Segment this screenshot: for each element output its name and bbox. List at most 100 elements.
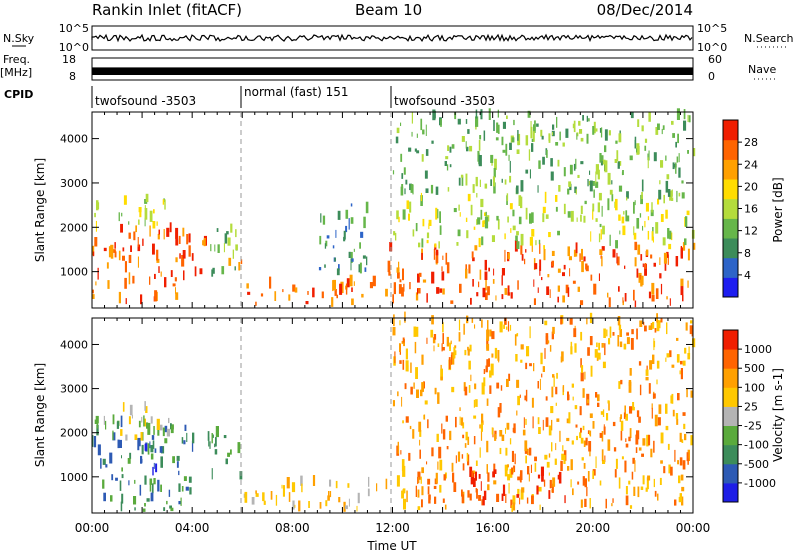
power-cell bbox=[634, 300, 637, 308]
power-cell bbox=[460, 174, 464, 178]
power-cell bbox=[556, 116, 558, 128]
velocity-cell bbox=[688, 346, 690, 356]
velocity-cell bbox=[587, 430, 590, 434]
velocity-cell bbox=[594, 349, 598, 358]
power-cell bbox=[350, 251, 353, 263]
velocity-cell bbox=[687, 458, 689, 465]
power-cell bbox=[622, 225, 626, 236]
velocity-cell bbox=[150, 445, 154, 453]
power-cell bbox=[397, 272, 400, 279]
velocity-cell bbox=[433, 334, 437, 340]
velocity-cell bbox=[685, 322, 688, 331]
velocity-cell bbox=[557, 474, 559, 480]
power-cell bbox=[634, 200, 636, 206]
power-cell bbox=[369, 282, 373, 289]
time-axis-label: Time UT bbox=[366, 539, 417, 553]
velocity-cell bbox=[251, 497, 255, 505]
velocity-cell bbox=[602, 361, 606, 369]
nsky-tick-top: 10^5 bbox=[59, 22, 89, 35]
velocity-cell bbox=[546, 461, 550, 468]
power-cell bbox=[567, 246, 570, 257]
velocity-cell bbox=[142, 432, 144, 441]
velocity-colorbar-tick-label: 100 bbox=[744, 381, 765, 394]
velocity-cell bbox=[553, 376, 555, 387]
velocity-cell bbox=[640, 486, 644, 490]
velocity-cell bbox=[453, 347, 456, 359]
velocity-cell bbox=[520, 470, 523, 480]
power-cell bbox=[615, 198, 618, 211]
velocity-cell bbox=[186, 432, 188, 442]
velocity-cell bbox=[176, 455, 180, 461]
power-cell bbox=[348, 218, 350, 230]
nsky-label: N.Sky bbox=[3, 32, 35, 45]
velocity-cell bbox=[668, 464, 671, 474]
power-cell bbox=[651, 202, 653, 213]
velocity-cell bbox=[528, 447, 532, 456]
power-cell bbox=[533, 279, 535, 287]
power-cell bbox=[152, 243, 155, 255]
power-cell bbox=[158, 266, 160, 273]
velocity-cell bbox=[180, 497, 182, 506]
power-cell bbox=[400, 186, 404, 196]
velocity-cell bbox=[670, 395, 673, 404]
velocity-cell bbox=[536, 485, 539, 495]
power-cell bbox=[640, 275, 644, 286]
velocity-cell bbox=[549, 345, 552, 352]
power-cell bbox=[144, 205, 146, 209]
power-cell bbox=[595, 218, 598, 222]
velocity-cell bbox=[462, 463, 465, 471]
power-cell bbox=[120, 223, 123, 233]
nave-tick-bottom: 0 bbox=[708, 70, 715, 83]
power-cell bbox=[593, 189, 595, 198]
power-cell bbox=[663, 194, 665, 204]
velocity-cell bbox=[509, 468, 513, 478]
power-cell bbox=[565, 128, 569, 138]
velocity-cell bbox=[237, 442, 241, 454]
velocity-cell bbox=[561, 453, 564, 460]
power-cell bbox=[124, 261, 127, 273]
velocity-cell bbox=[230, 449, 232, 455]
velocity-cell bbox=[522, 429, 526, 436]
power-cell bbox=[580, 161, 584, 165]
power-cell bbox=[409, 201, 412, 213]
velocity-cell bbox=[658, 404, 662, 414]
velocity-cell bbox=[491, 427, 494, 435]
power-cell bbox=[140, 294, 143, 305]
power-cell bbox=[492, 176, 495, 187]
power-cell bbox=[411, 131, 413, 137]
power-cell bbox=[457, 118, 461, 125]
velocity-ytick-label: 1000 bbox=[60, 471, 88, 484]
power-cell bbox=[647, 157, 649, 169]
velocity-cell bbox=[144, 475, 147, 485]
velocity-cell bbox=[499, 321, 503, 333]
power-cell bbox=[602, 225, 605, 235]
velocity-cell bbox=[170, 507, 174, 512]
velocity-cell bbox=[312, 475, 316, 486]
velocity-cell bbox=[467, 490, 470, 498]
power-cell bbox=[122, 247, 125, 252]
power-cell bbox=[650, 209, 654, 217]
time-tick-label: 00:00 bbox=[75, 521, 110, 535]
power-cell bbox=[408, 147, 412, 152]
velocity-cell bbox=[645, 369, 649, 376]
power-cell bbox=[164, 277, 167, 288]
velocity-cell bbox=[525, 362, 528, 370]
velocity-cell bbox=[150, 416, 153, 424]
velocity-cell bbox=[454, 345, 457, 349]
velocity-cell bbox=[129, 404, 133, 416]
velocity-cell bbox=[654, 414, 658, 427]
power-cell bbox=[434, 243, 437, 248]
power-cell bbox=[325, 240, 328, 247]
velocity-cell bbox=[598, 342, 600, 351]
velocity-cell bbox=[530, 464, 532, 473]
power-cell bbox=[580, 300, 584, 306]
power-cell bbox=[214, 244, 216, 252]
velocity-cell bbox=[112, 414, 115, 425]
time-tick-label: 20:00 bbox=[576, 521, 611, 535]
velocity-cell bbox=[400, 450, 402, 455]
power-cell bbox=[608, 297, 611, 308]
power-cell bbox=[574, 186, 577, 193]
power-cell bbox=[473, 226, 476, 230]
